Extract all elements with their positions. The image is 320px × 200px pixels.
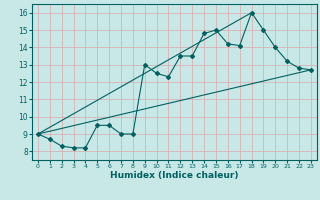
X-axis label: Humidex (Indice chaleur): Humidex (Indice chaleur) [110, 171, 239, 180]
